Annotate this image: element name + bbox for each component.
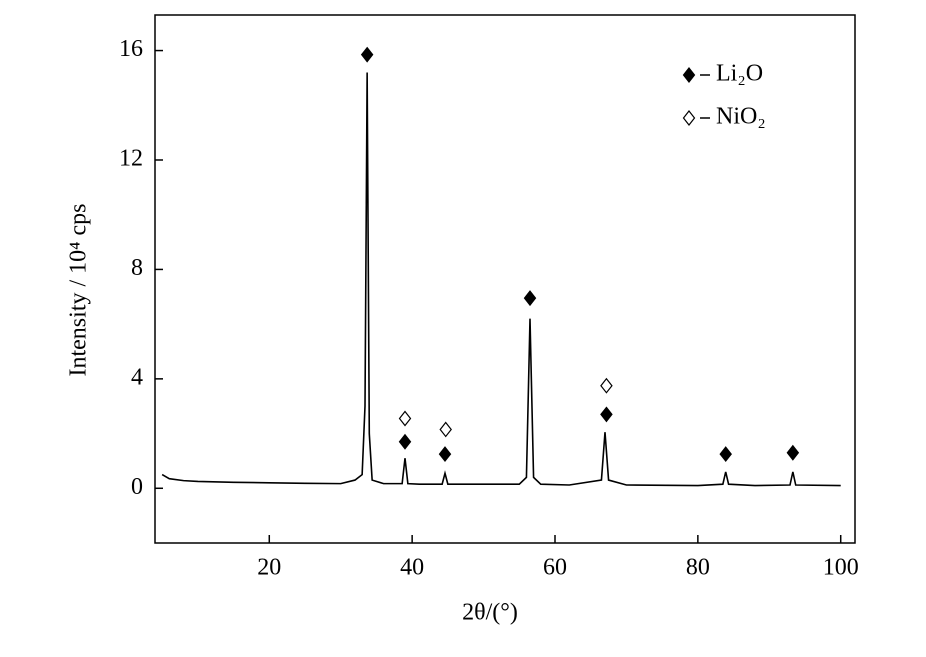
legend-symbol (682, 67, 696, 83)
peak-marker (523, 290, 537, 307)
legend-label: NiO₂ (716, 104, 766, 130)
plot-frame (154, 14, 856, 544)
y-tick-label: 4 (131, 364, 143, 390)
peak-marker (600, 377, 613, 394)
x-tick-label: 100 (823, 555, 859, 581)
x-axis-title: 2θ/(°) (462, 600, 518, 626)
y-axis-title: Intensity / 10⁴ cps (66, 203, 92, 376)
x-tick-label: 60 (543, 555, 567, 581)
legend-symbol (682, 110, 696, 126)
x-tick-label: 40 (400, 555, 424, 581)
peak-marker (439, 421, 452, 438)
peak-marker (719, 446, 732, 463)
data-line (161, 72, 841, 487)
peak-marker (398, 410, 412, 427)
peak-marker (786, 444, 800, 461)
x-tick-label: 20 (257, 555, 281, 581)
x-tick-label: 80 (686, 555, 710, 581)
peak-marker (398, 433, 412, 450)
peak-marker (360, 46, 374, 63)
y-tick-label: 16 (119, 36, 143, 62)
peak-marker (438, 446, 452, 463)
y-tick-label: 0 (131, 474, 143, 500)
y-tick-label: 8 (131, 255, 143, 281)
y-tick-label: 12 (119, 145, 143, 171)
peak-marker (600, 406, 613, 423)
legend-label: Li₂O (716, 61, 763, 87)
